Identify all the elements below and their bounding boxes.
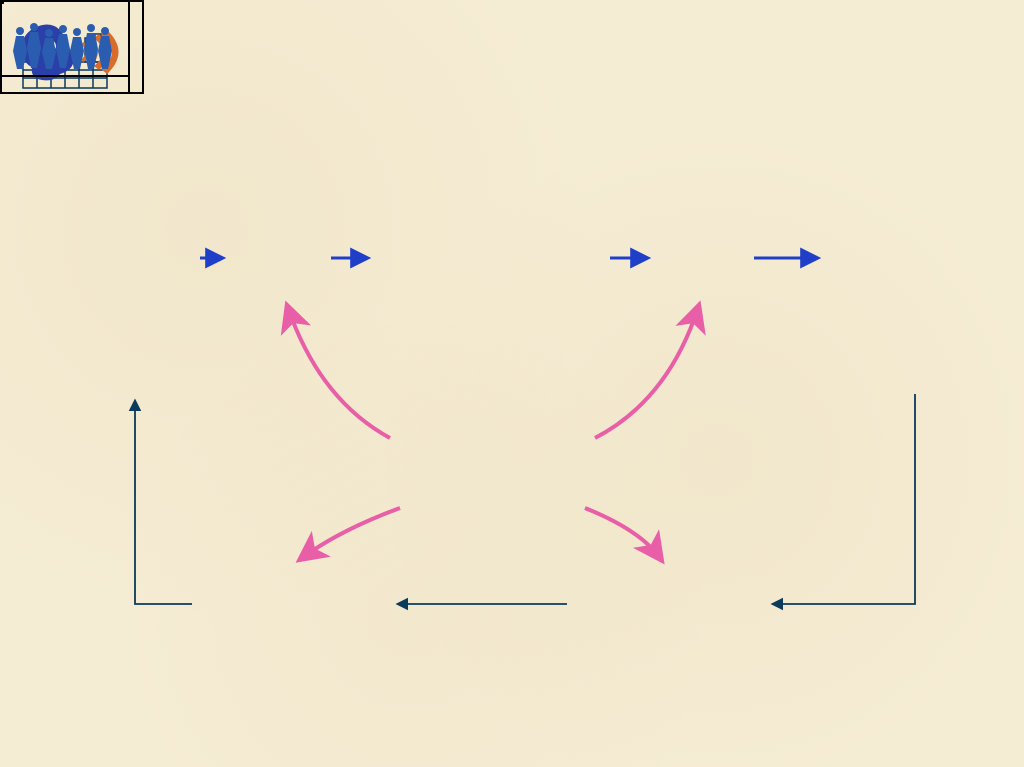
divider-bottom bbox=[0, 729, 1024, 732]
divider-bottom2 bbox=[0, 735, 1024, 737]
diagram-stage bbox=[0, 0, 1024, 767]
arrow-noise-encode bbox=[288, 308, 390, 438]
arrow-noise-response bbox=[585, 508, 660, 558]
arrow-noise-feedback bbox=[302, 508, 400, 558]
response-box bbox=[0, 0, 4, 4]
arrow-noise-decode bbox=[595, 308, 698, 438]
noise-box bbox=[0, 0, 330, 140]
arrow-feedback-sender bbox=[135, 401, 192, 604]
arrow-receiver-response bbox=[773, 394, 915, 604]
